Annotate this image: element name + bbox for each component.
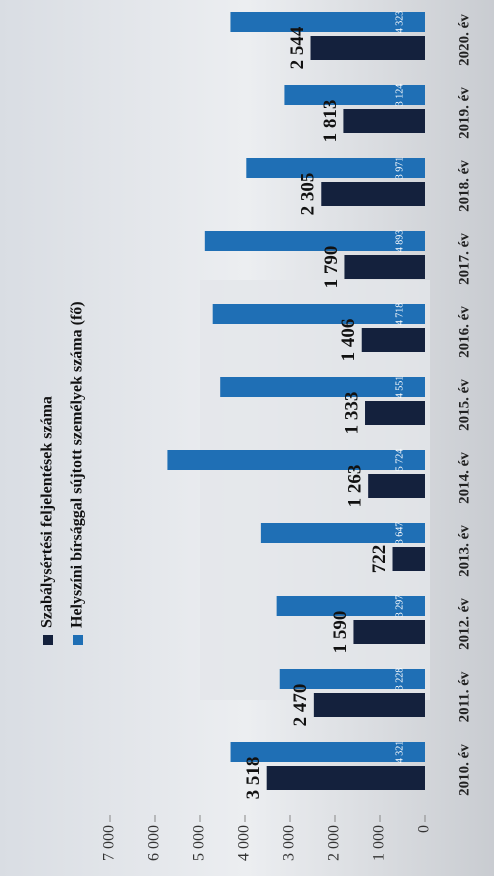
- legend-label: Szabálysértési feljelentések száma: [39, 396, 56, 628]
- bar: [321, 182, 425, 206]
- bar: [220, 377, 425, 397]
- value-label: 1 590: [330, 611, 351, 654]
- value-label: 3 647: [394, 522, 405, 545]
- bar: [266, 766, 425, 790]
- bar: [230, 12, 425, 32]
- value-label: 4 893: [394, 230, 405, 253]
- y-tick-label: 3 000: [281, 825, 298, 861]
- bar: [343, 109, 425, 133]
- bar: [167, 450, 426, 470]
- y-tick-label: 4 000: [236, 825, 253, 861]
- value-label: 2 305: [298, 173, 319, 216]
- bar: [313, 693, 425, 717]
- value-label: 4 551: [394, 376, 405, 399]
- bar: [260, 523, 425, 543]
- bar: [279, 669, 425, 689]
- x-tick-label: 2011. év: [456, 671, 472, 722]
- bar: [353, 620, 425, 644]
- y-tick-label: 1 000: [371, 825, 388, 861]
- y-tick-label: 0: [416, 825, 433, 833]
- value-label: 1 406: [338, 319, 359, 362]
- y-tick-label: 2 000: [326, 825, 343, 861]
- y-tick-label: 6 000: [146, 825, 163, 861]
- value-label: 1 333: [341, 392, 362, 435]
- y-tick-label: 5 000: [191, 825, 208, 861]
- value-label: 1 790: [321, 246, 342, 289]
- x-tick-label: 2015. év: [456, 379, 472, 431]
- value-label: 1 813: [320, 100, 341, 143]
- bar: [276, 596, 425, 616]
- y-tick-label: 7 000: [101, 825, 118, 861]
- value-label: 2 470: [290, 684, 311, 727]
- x-tick-label: 2013. év: [456, 525, 472, 577]
- bar: [212, 304, 425, 324]
- bar: [230, 742, 425, 762]
- legend-swatch: [73, 635, 83, 645]
- bar: [246, 158, 425, 178]
- value-label: 1 263: [345, 465, 366, 508]
- value-label: 2 544: [287, 26, 308, 69]
- value-label: 4 321: [394, 741, 405, 764]
- x-tick-label: 2012. év: [456, 598, 472, 650]
- bar: [284, 85, 425, 105]
- bar: [344, 255, 425, 279]
- bar: [368, 474, 425, 498]
- legend-label: Helyszíni bírsággal sújtott személyek sz…: [69, 301, 86, 628]
- value-label: 3 971: [394, 157, 405, 180]
- x-tick-label: 2010. év: [456, 744, 472, 796]
- bar: [365, 401, 425, 425]
- x-tick-label: 2018. év: [456, 160, 472, 212]
- x-tick-label: 2019. év: [456, 87, 472, 139]
- value-label: 3 124: [394, 84, 405, 107]
- value-label: 3 228: [394, 668, 405, 691]
- value-label: 722: [369, 545, 390, 574]
- value-label: 4 718: [394, 303, 405, 326]
- x-tick-label: 2020. év: [456, 14, 472, 66]
- value-label: 5 724: [394, 449, 405, 472]
- value-label: 4 323: [394, 11, 405, 34]
- value-label: 3 518: [243, 757, 264, 800]
- value-label: 3 297: [394, 595, 405, 618]
- bar: [310, 36, 425, 60]
- x-tick-label: 2016. év: [456, 306, 472, 358]
- legend-swatch: [43, 635, 53, 645]
- bar: [392, 547, 425, 571]
- x-tick-label: 2014. év: [456, 452, 472, 504]
- x-tick-label: 2017. év: [456, 233, 472, 285]
- bar: [204, 231, 425, 251]
- bar: [361, 328, 425, 352]
